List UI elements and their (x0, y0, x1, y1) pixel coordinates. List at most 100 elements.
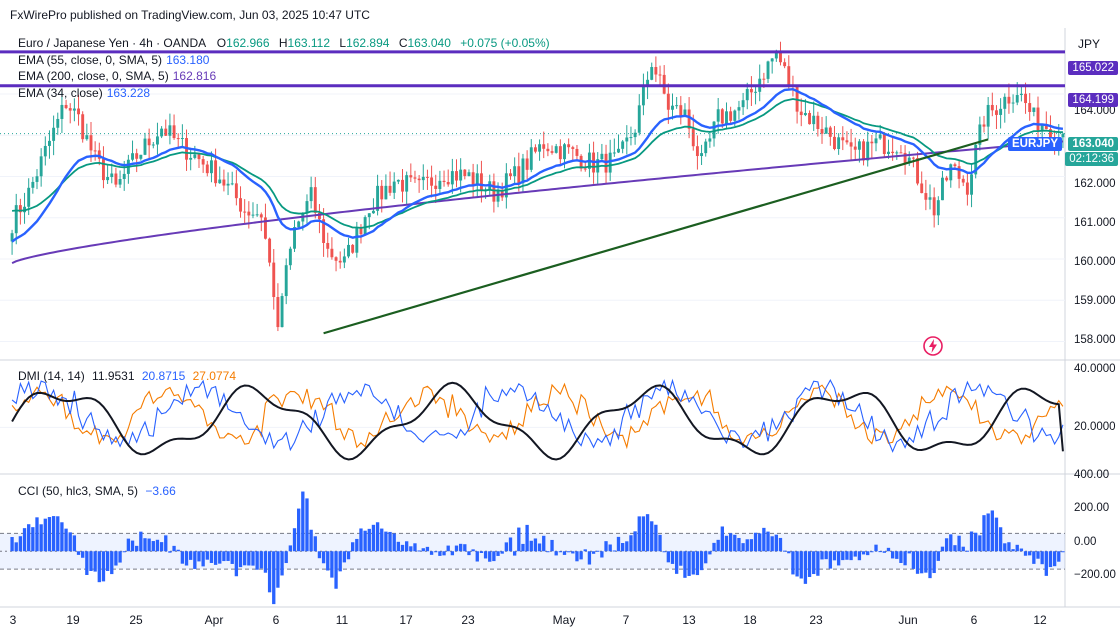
ema34-line (11, 87, 1064, 243)
level-tag-upper: 165.022 (1068, 61, 1118, 75)
cci-bar (741, 543, 745, 552)
cci-bar (994, 517, 999, 552)
cci-bar (936, 551, 940, 561)
time-tick: 3 (9, 613, 17, 627)
candle-body (779, 51, 782, 63)
cci-bar (812, 551, 816, 575)
cci-bar (542, 535, 546, 552)
candle-body (106, 177, 110, 181)
dmi-legend: DMI (14, 14) 11.9531 20.8715 27.0774 (18, 369, 236, 383)
candle-body (995, 110, 998, 115)
candle-body (459, 169, 463, 181)
candle-body (899, 152, 903, 154)
candle-body (259, 214, 263, 218)
candle-body (687, 109, 691, 129)
candle-body (463, 169, 467, 177)
candle-body (650, 67, 654, 80)
cci-bar (658, 534, 662, 552)
candle-body (305, 201, 309, 214)
flash-icon[interactable] (922, 335, 944, 362)
ema34-legend: EMA (34, close) 163.228 (18, 86, 150, 100)
candle-body (924, 193, 928, 200)
cci-bar (845, 551, 849, 560)
cci-bar (380, 528, 384, 552)
cci-bar (400, 544, 405, 552)
cci-bar (583, 549, 587, 552)
cci-bar (625, 541, 629, 552)
cci-bar (479, 551, 484, 553)
candle-body (671, 105, 674, 110)
candle-body (330, 248, 334, 258)
cci-bar (234, 551, 239, 577)
cci-bar (110, 551, 114, 575)
candle-body (1011, 102, 1015, 104)
time-tick: 12 (1033, 613, 1047, 627)
price-tick: 160.000 (1074, 256, 1116, 268)
candle-body (143, 138, 147, 155)
candle-body (708, 138, 712, 142)
cci-tick: 200.00 (1074, 502, 1110, 514)
cci-bar (326, 551, 330, 571)
candle-body (363, 217, 367, 235)
candle-body (907, 157, 911, 163)
cci-bar (238, 551, 243, 568)
cci-bar (861, 551, 866, 555)
cci-tick: −200.00 (1074, 569, 1116, 581)
candle-body (401, 179, 404, 192)
cci-bar (529, 540, 533, 552)
cci-bar (874, 544, 878, 552)
cci-bar (172, 545, 176, 552)
cci-bar (566, 551, 571, 553)
cci-bar (263, 551, 268, 573)
candle-body (413, 177, 417, 179)
candle-body (243, 211, 247, 213)
candle-body (475, 173, 479, 186)
candle-body (471, 172, 475, 186)
candle-body (284, 265, 288, 297)
candle-body (31, 181, 35, 188)
cci-bar (546, 551, 550, 553)
dmi-minus-value: 27.0774 (192, 369, 236, 383)
cci-label: CCI (50, hlc3, SMA, 5) (18, 484, 139, 498)
cci-tick: 400.00 (1074, 469, 1110, 481)
ema200-line (11, 140, 1064, 265)
candle-body (359, 227, 363, 235)
candle-body (367, 213, 371, 218)
candle-body (1024, 93, 1027, 104)
cci-bar (60, 522, 64, 552)
published-line: FxWirePro published on TradingView.com, … (10, 8, 370, 22)
cci-bar (475, 551, 479, 562)
cci-bar (1019, 548, 1024, 552)
time-tick: 17 (399, 613, 413, 627)
candle-body (824, 127, 828, 134)
cci-bar (417, 550, 421, 552)
candle-body (629, 137, 633, 139)
cci-bar (637, 516, 641, 552)
cci-bar (438, 551, 442, 556)
candle-body (646, 79, 650, 86)
cci-bar (375, 522, 380, 552)
cci-bar (76, 551, 81, 555)
cci-bar (662, 551, 666, 553)
candle-body (81, 114, 85, 140)
candle-body (612, 152, 616, 154)
candle-body (384, 185, 388, 200)
cci-value: −3.66 (145, 484, 176, 498)
cci-bar (1011, 549, 1015, 552)
cci-bar (164, 535, 168, 552)
time-tick: Apr (204, 613, 224, 627)
candle-body (309, 187, 313, 202)
candle-body (891, 151, 895, 154)
cci-bar (699, 551, 704, 571)
cci-bar (537, 543, 542, 552)
candle-body (920, 183, 924, 194)
cci-bar (471, 549, 475, 552)
cci-bar (321, 551, 326, 564)
cci-bar (866, 551, 870, 556)
candle-body (882, 134, 886, 155)
candle-body (218, 179, 222, 184)
candle-body (347, 244, 350, 257)
cci-bar (575, 551, 579, 562)
candle-body (351, 244, 355, 253)
cci-bar (932, 551, 936, 574)
